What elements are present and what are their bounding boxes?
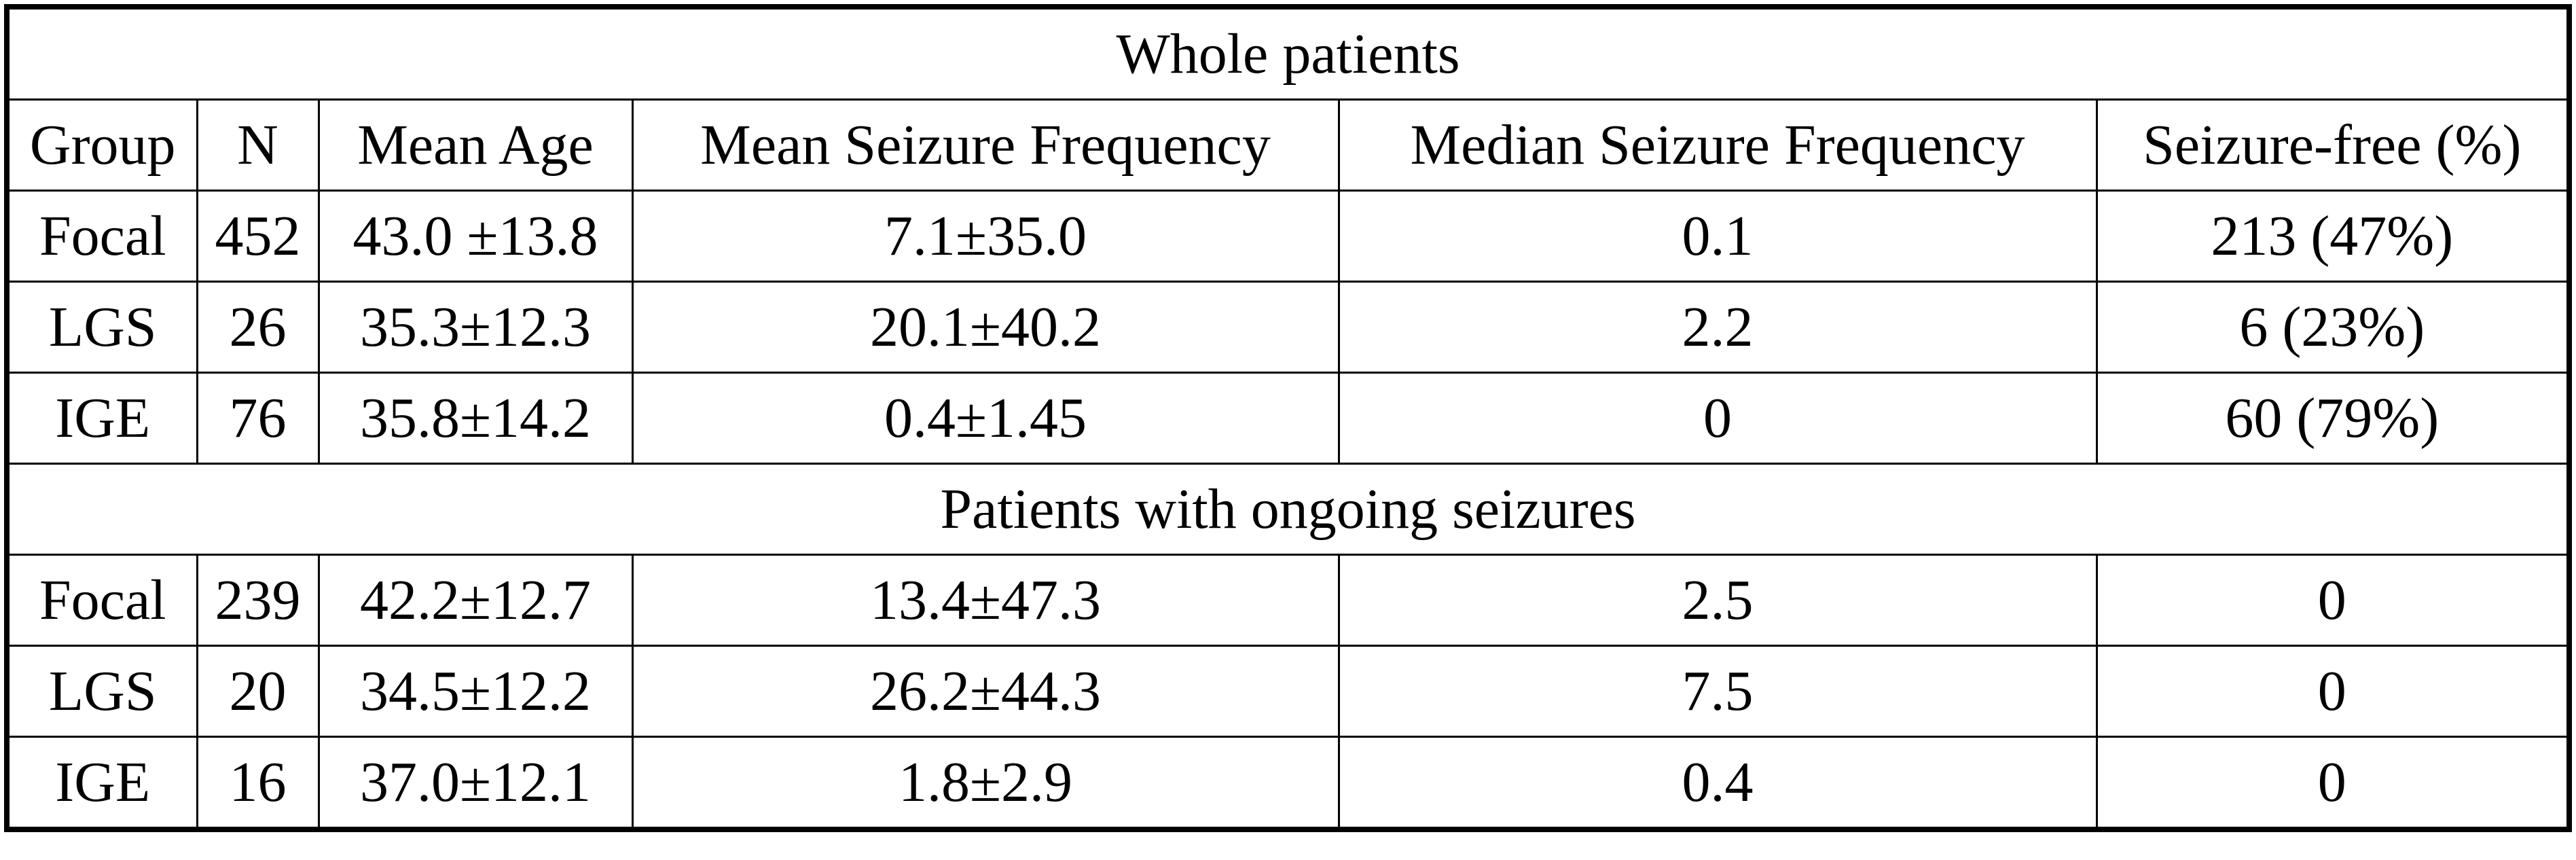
data-cell: 7.5 — [1337, 645, 2098, 738]
data-cell: 213 (47%) — [2095, 190, 2571, 283]
header-row: Group N Mean Age Mean Seizure Frequency Medi… — [5, 98, 2571, 192]
data-cell: IGE — [5, 372, 198, 465]
data-cell: 452 — [196, 190, 320, 283]
data-cell: 43.0 ±13.8 — [317, 190, 634, 283]
data-cell: LGS — [5, 645, 198, 738]
header-cell: Median Seizure Frequency — [1337, 98, 2098, 192]
data-row: IGE 16 37.0±12.1 1.8±2.9 0.4 0 — [5, 736, 2571, 831]
data-cell: 2.5 — [1337, 554, 2098, 647]
data-row: Focal 452 43.0 ±13.8 7.1±35.0 0.1 213 (47%) — [5, 190, 2571, 283]
data-cell: 13.4±47.3 — [631, 554, 1340, 647]
data-cell: 239 — [196, 554, 320, 647]
data-cell: IGE — [5, 736, 198, 831]
data-cell: 26.2±44.3 — [631, 645, 1340, 738]
data-cell: 1.8±2.9 — [631, 736, 1340, 831]
data-cell: 0.4±1.45 — [631, 372, 1340, 465]
data-cell: 7.1±35.0 — [631, 190, 1340, 283]
data-cell: 34.5±12.2 — [317, 645, 634, 738]
data-cell: 0 — [2095, 736, 2571, 831]
data-cell: 6 (23%) — [2095, 281, 2571, 374]
data-cell: 37.0±12.1 — [317, 736, 634, 831]
section-row: Whole patients — [5, 5, 2571, 101]
data-cell: 0.1 — [1337, 190, 2098, 283]
header-cell: Seizure-free (%) — [2095, 98, 2571, 192]
section-title: Patients with ongoing seizures — [5, 463, 2571, 556]
data-cell: 26 — [196, 281, 320, 374]
data-cell: 76 — [196, 372, 320, 465]
data-cell: 35.3±12.3 — [317, 281, 634, 374]
data-cell: 20 — [196, 645, 320, 738]
header-cell: Group — [5, 98, 198, 192]
header-cell: Mean Seizure Frequency — [631, 98, 1340, 192]
data-cell: 16 — [196, 736, 320, 831]
section-row: Patients with ongoing seizures — [5, 463, 2571, 556]
section-title: Whole patients — [5, 5, 2571, 101]
data-cell: 2.2 — [1337, 281, 2098, 374]
data-cell: 0 — [2095, 645, 2571, 738]
table-body: Whole patients Group N Mean Age Mean Seizure… — [5, 5, 2571, 831]
data-cell: 0 — [1337, 372, 2098, 465]
results-table: Whole patients Group N Mean Age Mean Seizure… — [4, 4, 2573, 832]
data-row: LGS 20 34.5±12.2 26.2±44.3 7.5 0 — [5, 645, 2571, 738]
data-cell: Focal — [5, 554, 198, 647]
data-cell: 20.1±40.2 — [631, 281, 1340, 374]
data-cell: 0.4 — [1337, 736, 2098, 831]
data-row: LGS 26 35.3±12.3 20.1±40.2 2.2 6 (23%) — [5, 281, 2571, 374]
data-cell: 35.8±14.2 — [317, 372, 634, 465]
data-cell: 42.2±12.7 — [317, 554, 634, 647]
data-cell: 0 — [2095, 554, 2571, 647]
header-cell: Mean Age — [317, 98, 634, 192]
data-row: IGE 76 35.8±14.2 0.4±1.45 0 60 (79%) — [5, 372, 2571, 465]
data-row: Focal 239 42.2±12.7 13.4±47.3 2.5 0 — [5, 554, 2571, 647]
data-cell: Focal — [5, 190, 198, 283]
data-cell: 60 (79%) — [2095, 372, 2571, 465]
header-cell: N — [196, 98, 320, 192]
data-cell: LGS — [5, 281, 198, 374]
